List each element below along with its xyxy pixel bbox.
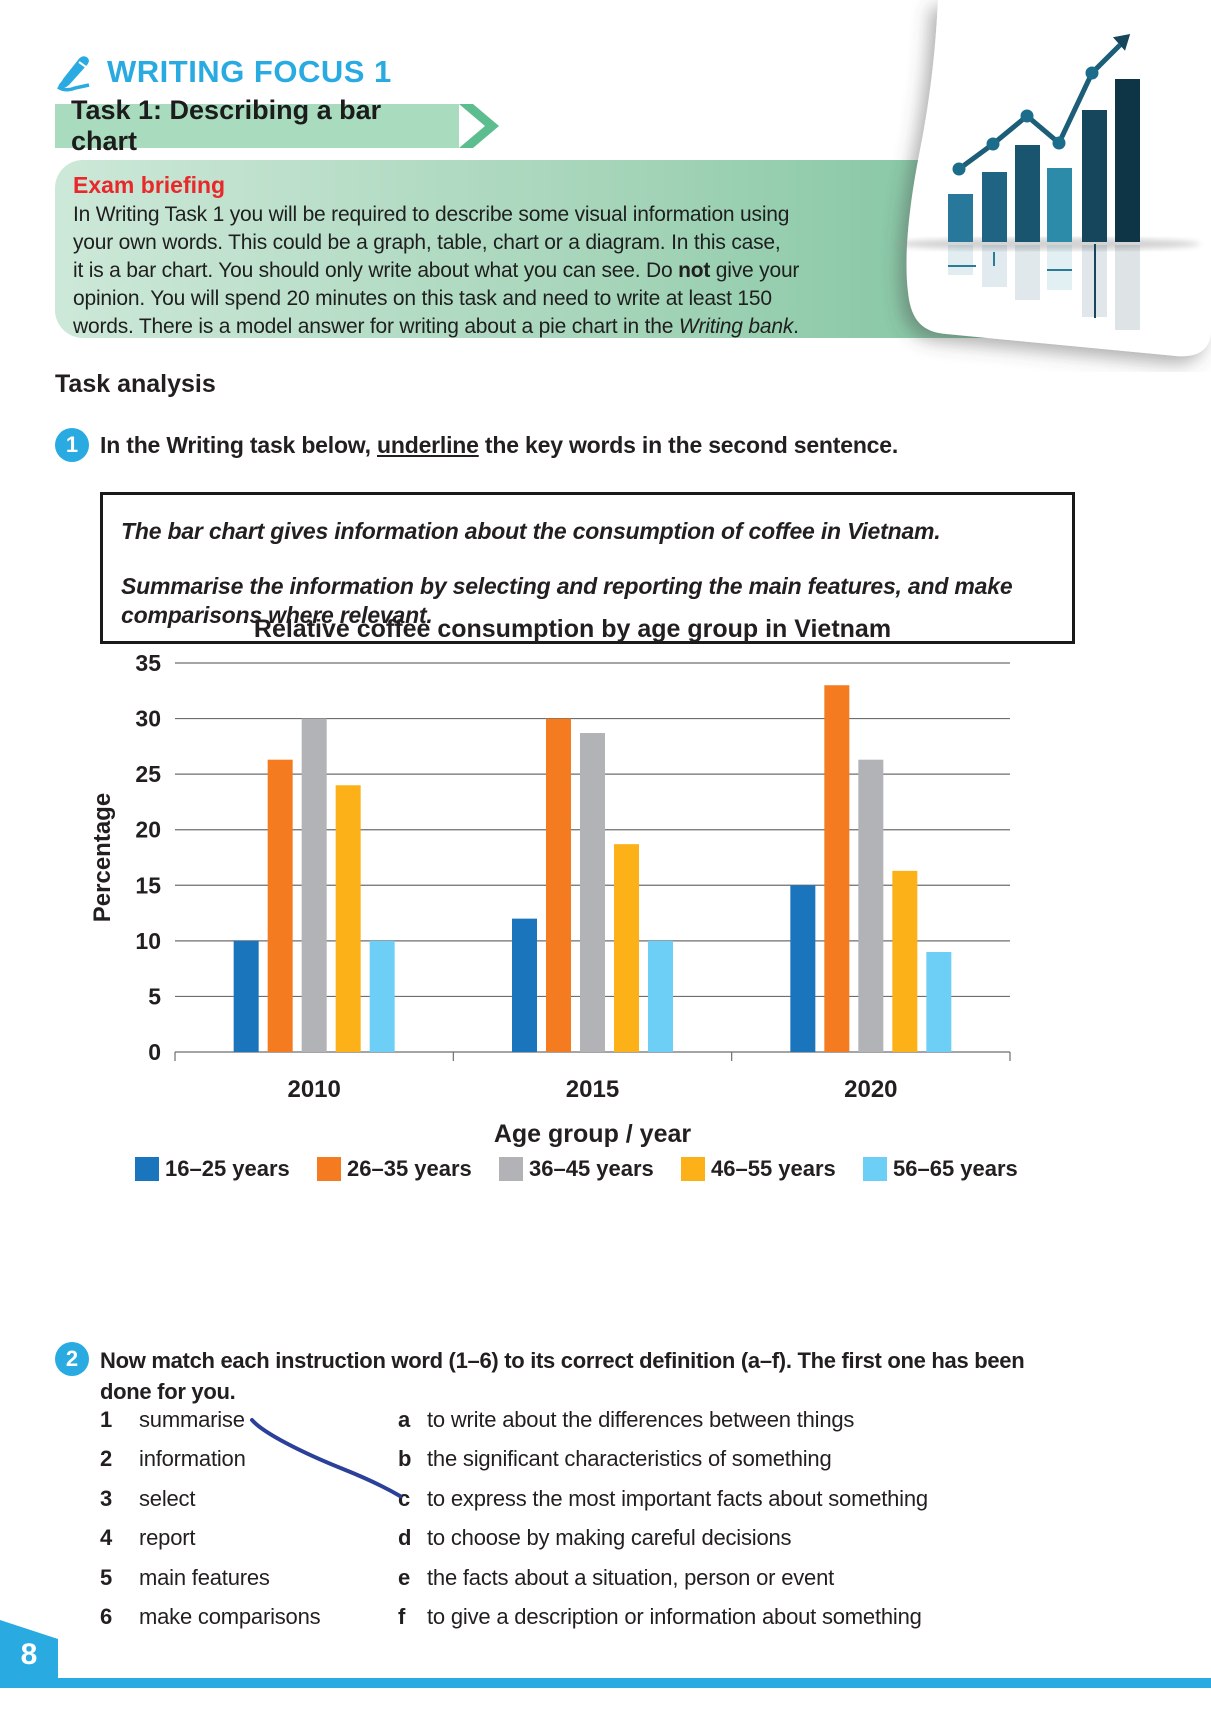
bar-46–55 years-2015 — [614, 844, 639, 1052]
match-word: summarise — [139, 1406, 245, 1432]
bar-36–45 years-2015 — [580, 733, 605, 1052]
match-word: main features — [139, 1564, 270, 1590]
x-tick-label: 2010 — [287, 1076, 340, 1103]
match-row: 6 make comparisons f to give a description … — [100, 1598, 928, 1638]
pen-icon — [56, 56, 90, 92]
match-word: report — [139, 1525, 196, 1551]
match-definition: the facts about a situation, person or e… — [427, 1564, 835, 1590]
match-row: 3 select c to express the most important fa… — [100, 1479, 928, 1519]
match-definition: the significant characteristics of somet… — [427, 1446, 832, 1472]
bar-16–25 years-2020 — [790, 885, 816, 1052]
bar-46–55 years-2010 — [335, 785, 361, 1052]
x-tick-label: 2020 — [844, 1076, 897, 1103]
page-title: WRITING FOCUS 1 — [107, 54, 392, 89]
chevron-right-icon — [459, 104, 499, 148]
legend-label: 36–45 years — [529, 1156, 654, 1181]
match-definition: to express the most important facts abou… — [427, 1485, 928, 1511]
legend-label: 56–65 years — [893, 1156, 1018, 1181]
y-tick-label: 15 — [135, 872, 161, 898]
bar-36–45 years-2010 — [301, 718, 327, 1052]
x-axis-title: Age group / year — [494, 1120, 692, 1148]
writing-task-box: The bar chart gives information about th… — [100, 492, 1075, 644]
match-definition: to write about the differences between t… — [427, 1406, 855, 1432]
match-word-number: 5 — [100, 1564, 113, 1590]
match-definition-letter: e — [398, 1564, 411, 1590]
match-word: make comparisons — [139, 1604, 321, 1630]
y-tick-label: 10 — [135, 928, 161, 954]
bar-16–25 years-2015 — [512, 918, 537, 1052]
page-number: 8 — [20, 1638, 38, 1671]
legend-swatch — [317, 1157, 341, 1181]
y-tick-label: 20 — [135, 817, 161, 843]
legend-swatch — [135, 1157, 159, 1181]
x-tick-label: 2015 — [566, 1076, 619, 1103]
match-definition: to give a description or information abo… — [427, 1604, 922, 1630]
match-definition-letter: f — [398, 1604, 406, 1630]
header: WRITING FOCUS 1 — [55, 52, 392, 92]
exam-briefing-text: In Writing Task 1 you will be required t… — [73, 203, 800, 338]
bar-16–25 years-2010 — [233, 940, 259, 1052]
y-tick-label: 5 — [148, 983, 161, 1009]
match-word-number: 3 — [100, 1485, 113, 1511]
match-row: 2 information b the significant characteris… — [100, 1440, 928, 1480]
y-tick-label: 0 — [148, 1039, 161, 1065]
match-row: 5 main features e the facts about a situati… — [100, 1558, 928, 1598]
bar-56–65 years-2010 — [369, 940, 395, 1052]
growth-chart-illustration — [896, 0, 1211, 357]
legend-label: 46–55 years — [711, 1156, 836, 1181]
match-row: 1 summarise a to write about the difference… — [100, 1400, 928, 1440]
exercise-2-number: 2 — [55, 1342, 89, 1376]
match-table: 1 summarise a to write about the difference… — [100, 1400, 928, 1637]
match-definition: to choose by making careful decisions — [427, 1525, 792, 1551]
answer-line-1-to-c — [250, 1418, 402, 1498]
match-word-number: 4 — [100, 1525, 113, 1551]
match-word-number: 6 — [100, 1604, 113, 1630]
match-word: information — [139, 1446, 246, 1472]
match-definition-letter: c — [398, 1485, 411, 1511]
exercise-1-number: 1 — [55, 428, 89, 462]
bar-36–45 years-2020 — [858, 759, 884, 1052]
chart-title: Relative coffee consumption by age group… — [254, 615, 891, 643]
task-banner: Task 1: Describing a bar chart — [55, 95, 501, 156]
exam-briefing-title: Exam briefing — [73, 172, 226, 198]
writing-task-sentence-1: The bar chart gives information about th… — [121, 518, 941, 544]
exercise-2-instruction: Now match each instruction word (1–6) to… — [100, 1348, 1025, 1404]
bar-46–55 years-2020 — [892, 870, 918, 1052]
match-definition-letter: a — [398, 1406, 411, 1432]
legend-label: 26–35 years — [347, 1156, 472, 1181]
legend-label: 16–25 years — [165, 1156, 290, 1181]
match-word-number: 2 — [100, 1446, 113, 1472]
match-row: 4 report d to choose by making careful deci… — [100, 1519, 928, 1559]
y-tick-label: 35 — [135, 650, 161, 676]
legend-swatch — [499, 1157, 523, 1181]
arrow-up-icon — [1112, 33, 1131, 51]
bar-chart: Relative coffee consumption by age group… — [89, 605, 1080, 1210]
task-banner-label: Task 1: Describing a bar chart — [71, 95, 382, 156]
match-word: select — [139, 1485, 196, 1511]
footer-bar — [0, 1678, 1211, 1688]
y-axis-title: Percentage — [90, 793, 116, 922]
match-definition-letter: b — [398, 1446, 412, 1472]
legend-swatch — [863, 1157, 887, 1181]
bar-26–35 years-2015 — [546, 718, 571, 1052]
y-tick-label: 30 — [135, 706, 161, 732]
section-heading: Task analysis — [55, 370, 216, 398]
bar-56–65 years-2020 — [926, 951, 952, 1052]
bar-26–35 years-2010 — [267, 759, 293, 1052]
exercise-1-instruction: In the Writing task below, underline the… — [100, 432, 899, 458]
y-tick-label: 25 — [135, 761, 161, 787]
match-word-number: 1 — [100, 1406, 113, 1432]
legend-swatch — [681, 1157, 705, 1181]
match-definition-letter: d — [398, 1525, 412, 1551]
bar-56–65 years-2015 — [648, 940, 673, 1052]
bar-26–35 years-2020 — [824, 685, 850, 1052]
writing-task-sentence-2: Summarise the information by selecting a… — [121, 573, 1013, 628]
